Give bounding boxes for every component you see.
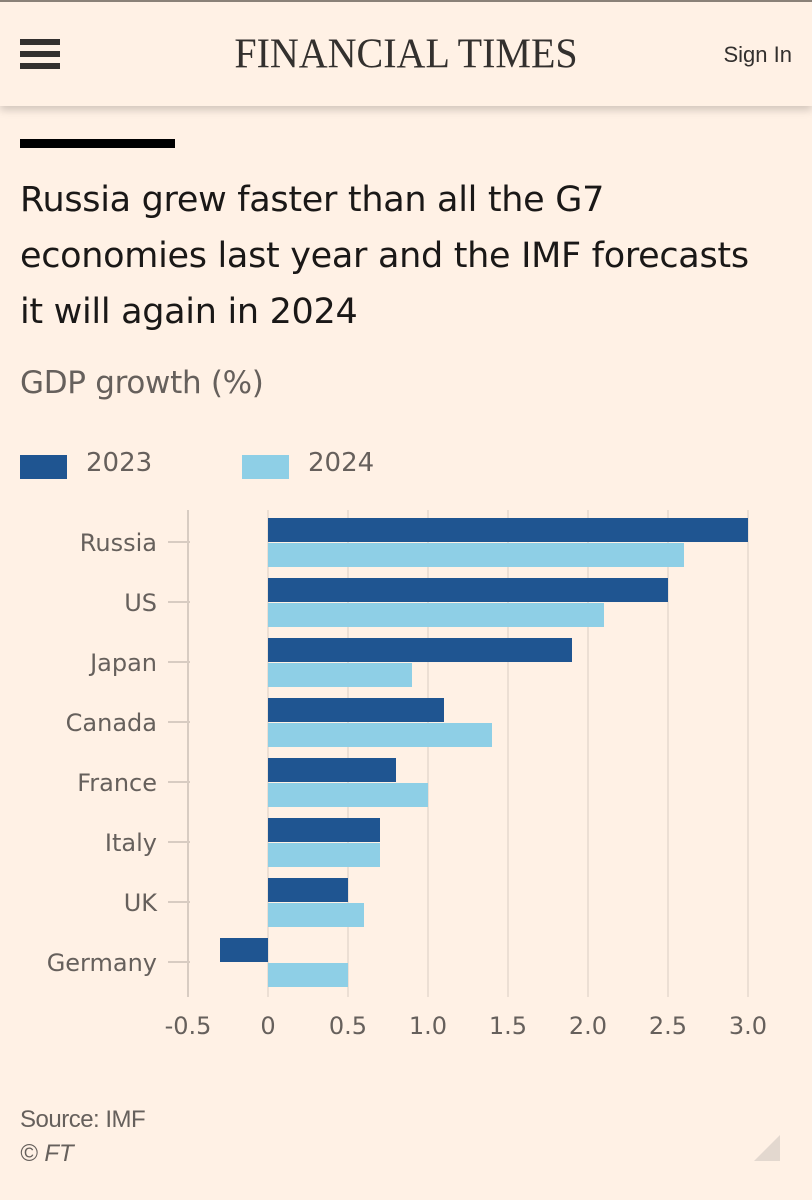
ft-logo[interactable]: FINANCIAL TIMES bbox=[234, 29, 578, 78]
legend-swatch-2024 bbox=[242, 455, 289, 479]
bar-chart: -0.5 0 0.5 1.0 1.5 2.0 2.5 3.0 Russia US Japan Cana… bbox=[47, 510, 767, 1040]
bar-2024-france bbox=[268, 783, 428, 807]
x-tick-label: -0.5 bbox=[165, 1012, 212, 1040]
bar-2024-italy bbox=[268, 843, 380, 867]
category-label: UK bbox=[124, 889, 159, 917]
bar-2023-canada bbox=[268, 698, 444, 722]
x-tick-label: 1.5 bbox=[489, 1012, 527, 1040]
bar-2023-italy bbox=[268, 818, 380, 842]
bar-2023-france bbox=[268, 758, 396, 782]
title-accent-bar bbox=[20, 139, 175, 148]
legend-swatch-2023 bbox=[20, 455, 67, 479]
category-label: Canada bbox=[66, 709, 157, 737]
bar-2024-japan bbox=[268, 663, 412, 687]
bar-2023-japan bbox=[268, 638, 572, 662]
source-note: Source: IMF bbox=[20, 1106, 146, 1133]
x-tick-label: 0 bbox=[260, 1012, 275, 1040]
legend-label-2023: 2023 bbox=[86, 448, 153, 478]
x-tick-label: 3.0 bbox=[729, 1012, 767, 1040]
bar-2023-us bbox=[268, 578, 668, 602]
copyright-note: © FT bbox=[20, 1140, 74, 1167]
x-tick-label: 0.5 bbox=[329, 1012, 367, 1040]
x-tick-label: 2.5 bbox=[649, 1012, 687, 1040]
chart-title: Russia grew faster than all the G7 econo… bbox=[20, 180, 749, 332]
bar-2023-germany bbox=[220, 938, 268, 962]
category-label: Japan bbox=[88, 649, 157, 677]
bar-2023-russia bbox=[268, 518, 748, 542]
resize-handle-icon[interactable] bbox=[754, 1135, 780, 1161]
x-tick-label: 1.0 bbox=[409, 1012, 447, 1040]
bar-2024-canada bbox=[268, 723, 492, 747]
category-label: France bbox=[77, 769, 157, 797]
x-tick-label: 2.0 bbox=[569, 1012, 607, 1040]
hamburger-menu-icon[interactable] bbox=[20, 39, 60, 69]
bar-2024-russia bbox=[268, 543, 684, 567]
site-header: FINANCIAL TIMES Sign In bbox=[0, 0, 812, 106]
category-label: Russia bbox=[80, 529, 157, 557]
chart-subtitle: GDP growth (%) bbox=[20, 365, 264, 401]
legend-label-2024: 2024 bbox=[308, 448, 375, 478]
category-label: Germany bbox=[47, 949, 157, 977]
category-label: Italy bbox=[105, 829, 157, 857]
bar-2023-uk bbox=[268, 878, 348, 902]
sign-in-link[interactable]: Sign In bbox=[723, 42, 793, 67]
bar-2024-uk bbox=[268, 903, 364, 927]
category-label: US bbox=[124, 589, 157, 617]
bar-2024-us bbox=[268, 603, 604, 627]
bar-2024-germany bbox=[268, 963, 348, 987]
